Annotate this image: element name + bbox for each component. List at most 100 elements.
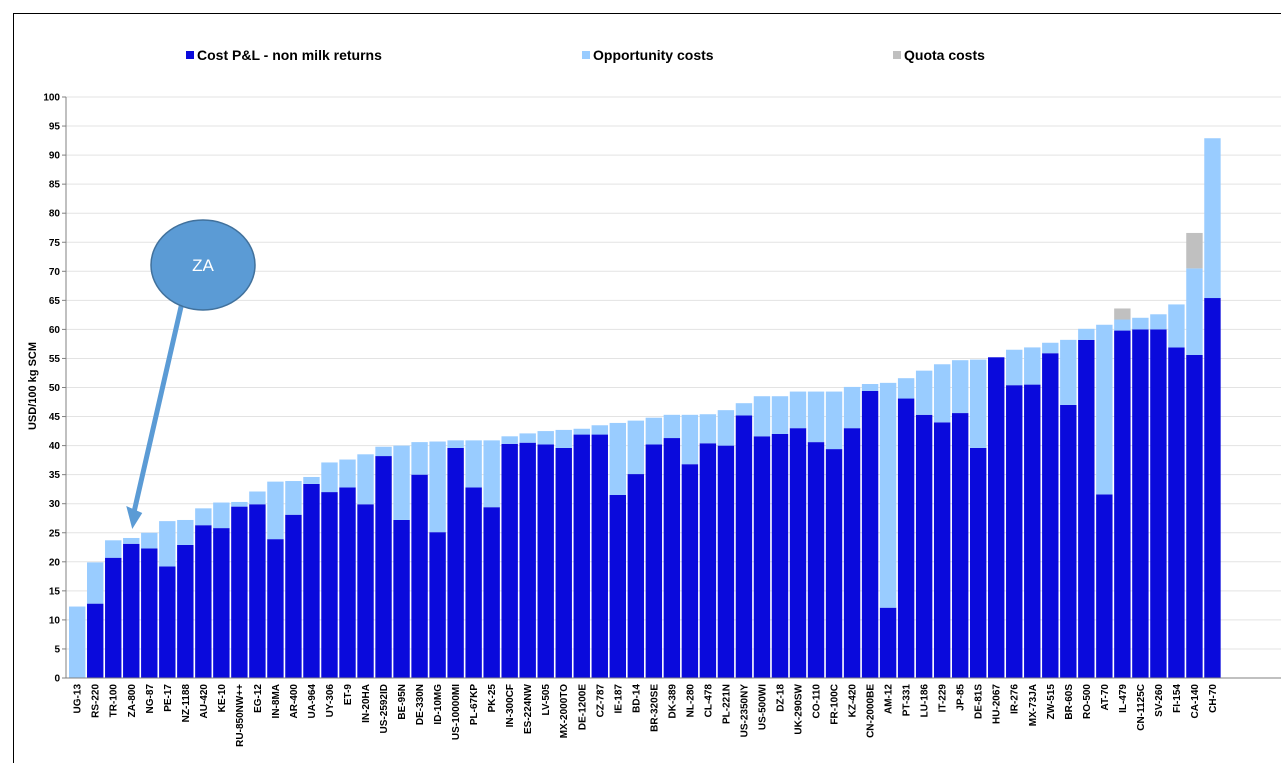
bar-fr-100c-opportunity-costs [825, 391, 843, 450]
x-tick-label-br-60s: BR-60S [1064, 684, 1075, 720]
za-callout: ZA [126, 219, 256, 529]
chart-frame [13, 13, 1281, 763]
x-tick-label-et-9: ET-9 [343, 684, 354, 706]
x-tick-label-be-95n: BE-95N [397, 684, 408, 720]
x-tick-label-tr-100: TR-100 [109, 684, 120, 718]
bar-ru-850nw-cost-p-l-non-milk-returns [231, 506, 248, 678]
bar-pk-25-cost-p-l-non-milk-returns [483, 507, 500, 678]
y-tick-label: 40 [49, 441, 61, 452]
bar-es-224nw-opportunity-costs [519, 433, 536, 443]
legend-label-quota-costs: Quota costs [904, 47, 985, 63]
x-tick-label-nl-280: NL-280 [685, 684, 696, 718]
bar-au-420-cost-p-l-non-milk-returns [195, 525, 212, 678]
bar-mx-73ja-cost-p-l-non-milk-returns [1024, 384, 1041, 678]
bar-am-12-opportunity-costs [879, 382, 897, 608]
x-tick-label-cn-1125c: CN-1125C [1136, 684, 1147, 731]
x-tick-label-us-500wi: US-500WI [757, 684, 768, 730]
bar-us-2350ny-cost-p-l-non-milk-returns [735, 415, 753, 678]
bar-sv-260-cost-p-l-non-milk-returns [1150, 329, 1167, 678]
x-tick-label-ir-276: IR-276 [1010, 684, 1021, 714]
x-tick-label-ca-140: CA-140 [1190, 684, 1201, 719]
x-tick-label-de-81s: DE-81S [974, 684, 985, 719]
bar-co-110-opportunity-costs [807, 391, 825, 443]
legend-swatch-quota-costs [893, 51, 901, 59]
x-tick-label-dz-18: DZ-18 [775, 684, 786, 712]
x-tick-label-nz-1188: NZ-1188 [181, 684, 192, 723]
x-tick-label-us-10000mi: US-10000MI [451, 684, 462, 740]
bar-dz-18-opportunity-costs [771, 396, 789, 434]
bar-am-12-cost-p-l-non-milk-returns [879, 607, 897, 678]
bar-ug-13-opportunity-costs [69, 606, 86, 678]
x-tick-label-ro-500: RO-500 [1082, 684, 1093, 719]
bar-mx-73ja-opportunity-costs [1024, 347, 1041, 385]
legend-label-opportunity-costs: Opportunity costs [593, 47, 714, 63]
bar-pl-67kp-cost-p-l-non-milk-returns [465, 487, 482, 678]
bar-de-330n-cost-p-l-non-milk-returns [411, 474, 428, 678]
x-tick-label-hu-2067: HU-2067 [992, 684, 1003, 724]
bar-us-500wi-opportunity-costs [753, 396, 771, 437]
bar-za-800-cost-p-l-non-milk-returns [123, 543, 140, 678]
bar-us-10000mi-cost-p-l-non-milk-returns [447, 447, 464, 678]
bar-bd-14-opportunity-costs [627, 420, 645, 475]
bar-nz-1188-opportunity-costs [177, 519, 194, 545]
x-tick-label-pt-331: PT-331 [902, 684, 913, 717]
bar-cn-1125c-cost-p-l-non-milk-returns [1132, 329, 1149, 678]
bar-ro-500-cost-p-l-non-milk-returns [1078, 339, 1095, 678]
bar-be-95n-opportunity-costs [393, 445, 410, 520]
legend: Cost P&L - non milk returns Opportunity c… [186, 47, 985, 63]
bar-ch-70-cost-p-l-non-milk-returns [1204, 298, 1221, 678]
bar-ru-850nw-opportunity-costs [231, 501, 248, 507]
bar-at-70-opportunity-costs [1096, 324, 1113, 495]
bar-ke-10-opportunity-costs [213, 502, 230, 529]
y-tick-label: 70 [49, 267, 61, 278]
bar-ca-140-quota-costs [1186, 232, 1203, 269]
bar-il-479-opportunity-costs [1114, 319, 1131, 331]
x-tick-label-id-10mg: ID-10MG [433, 684, 444, 725]
y-tick-label: 5 [54, 644, 60, 655]
bar-il-479-cost-p-l-non-milk-returns [1114, 330, 1131, 678]
bar-zw-515-cost-p-l-non-milk-returns [1042, 353, 1059, 678]
callout-arrow-shaft [131, 284, 189, 512]
axes [62, 96, 1281, 679]
bar-at-70-cost-p-l-non-milk-returns [1096, 494, 1113, 678]
bar-lv-505-cost-p-l-non-milk-returns [537, 444, 554, 678]
x-tick-label-us-2592id: US-2592ID [379, 684, 390, 733]
bar-jp-85-opportunity-costs [951, 360, 969, 414]
y-tick-label: 45 [49, 412, 61, 423]
x-tick-label-jp-85: JP-85 [956, 684, 967, 711]
bar-et-9-cost-p-l-non-milk-returns [339, 487, 356, 678]
callout-arrow-head [126, 506, 143, 529]
bar-us-2350ny-opportunity-costs [735, 403, 753, 416]
legend-swatch-opportunity-costs [582, 51, 590, 59]
bar-uy-306-cost-p-l-non-milk-returns [321, 492, 338, 678]
x-tick-label-sv-260: SV-260 [1154, 684, 1165, 717]
x-tick-label-cz-787: CZ-787 [595, 684, 606, 718]
bar-kz-420-opportunity-costs [843, 386, 861, 429]
bar-hu-2067-cost-p-l-non-milk-returns [988, 357, 1005, 678]
bar-ca-140-cost-p-l-non-milk-returns [1186, 354, 1203, 678]
y-tick-label: 10 [49, 615, 61, 626]
x-tick-label-in-300cf: IN-300CF [505, 684, 516, 727]
bar-in-300cf-cost-p-l-non-milk-returns [501, 443, 518, 678]
bar-lv-505-opportunity-costs [537, 431, 554, 445]
y-tick-label: 80 [49, 209, 61, 220]
bar-ua-964-cost-p-l-non-milk-returns [303, 483, 320, 678]
bar-in-20ha-opportunity-costs [357, 454, 374, 505]
bar-de-1200e-opportunity-costs [573, 428, 590, 435]
bar-ke-10-cost-p-l-non-milk-returns [213, 528, 230, 678]
bar-in-20ha-cost-p-l-non-milk-returns [357, 504, 374, 678]
x-tick-label-kz-420: KZ-420 [848, 684, 859, 718]
x-tick-label-eg-12: EG-12 [253, 684, 264, 713]
bar-ch-70-opportunity-costs [1204, 138, 1221, 299]
x-tick-label-fr-100c: FR-100C [830, 684, 841, 725]
x-tick-label-it-229: IT-229 [938, 684, 949, 713]
bar-jp-85-cost-p-l-non-milk-returns [951, 413, 969, 678]
y-axis-label: USD/100 kg SCM [27, 342, 39, 430]
bar-ng-87-cost-p-l-non-milk-returns [141, 548, 158, 678]
callout-bubble [150, 219, 256, 311]
bar-de-81s-cost-p-l-non-milk-returns [970, 447, 987, 678]
bar-et-9-opportunity-costs [339, 459, 356, 488]
bar-dk-389-opportunity-costs [663, 414, 681, 439]
y-tick-label: 55 [49, 354, 61, 365]
